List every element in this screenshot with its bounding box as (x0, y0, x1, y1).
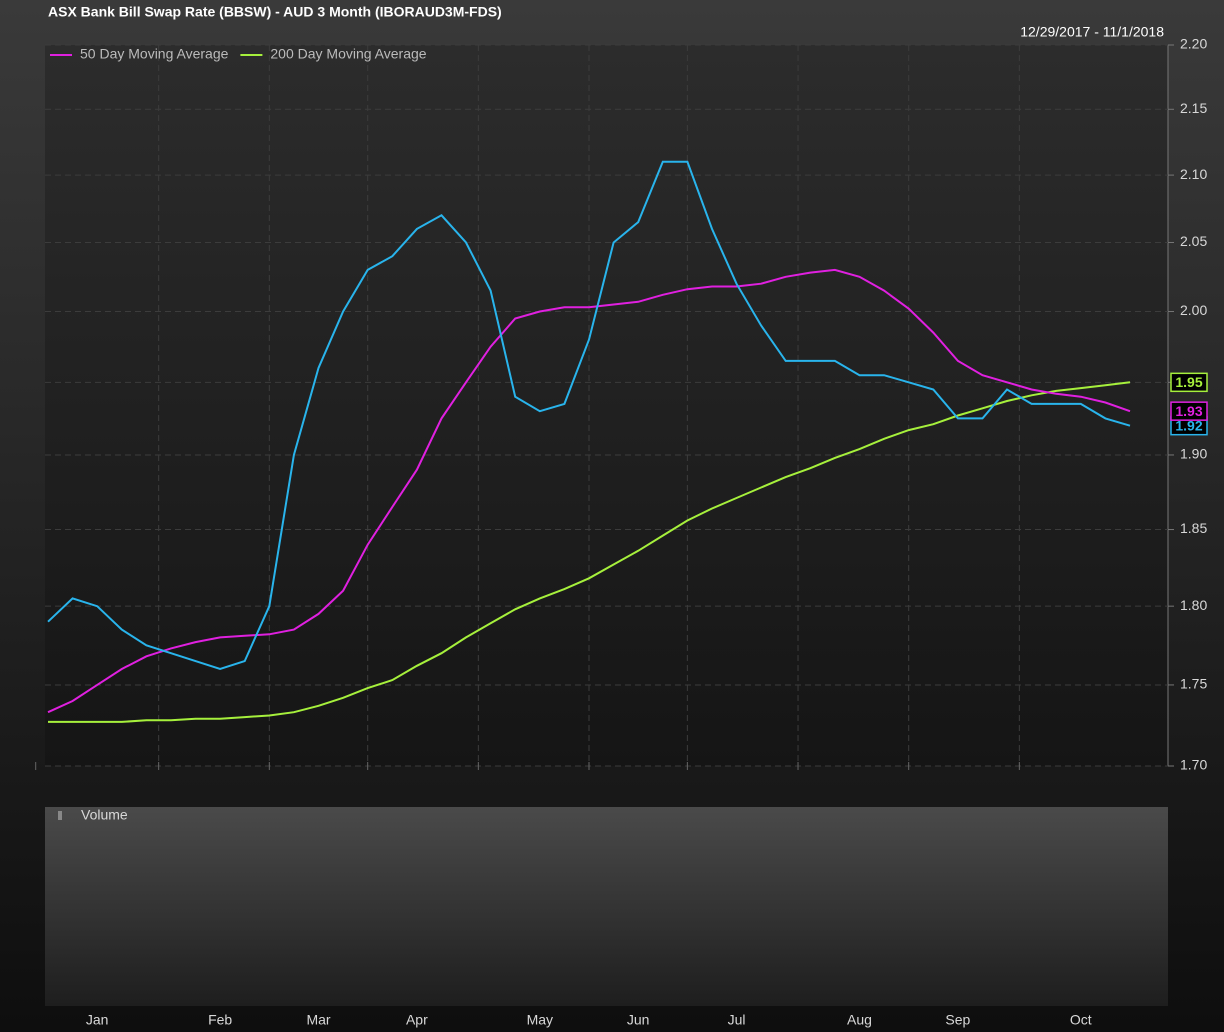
series-line (47, 160, 1131, 671)
y-tick-label: 1.80 (1180, 597, 1207, 613)
y-tick-label: 1.90 (1180, 446, 1207, 462)
volume-panel (45, 807, 1168, 1006)
series-line (48, 381, 1131, 723)
x-tick-label: Jun (627, 1012, 650, 1028)
volume-icon (58, 811, 62, 820)
y-tick-label: 2.05 (1180, 233, 1207, 249)
series-line (47, 268, 1131, 714)
x-tick-label: Jul (728, 1012, 746, 1028)
plot-area (45, 45, 1168, 766)
last-value-label: 1.93 (1175, 403, 1202, 419)
y-tick-label: 2.10 (1180, 166, 1207, 182)
x-tick-label: Oct (1070, 1012, 1092, 1028)
x-tick-label: Sep (945, 1012, 970, 1028)
last-value-label: 1.92 (1175, 417, 1202, 433)
chart-title: ASX Bank Bill Swap Rate (BBSW) - AUD 3 M… (48, 4, 502, 20)
last-value-box (1170, 372, 1208, 393)
x-tick-label: Apr (406, 1012, 428, 1028)
y-tick-label: 1.70 (1180, 757, 1207, 773)
y-tick-label: 1.85 (1180, 520, 1207, 536)
x-tick-label: Feb (208, 1012, 232, 1028)
y-tick-label: 2.00 (1180, 302, 1207, 318)
y-tick-label: 2.20 (1180, 36, 1207, 52)
last-value-box (1170, 401, 1208, 421)
legend-label: 50 Day Moving Average (80, 46, 229, 62)
y-tick-label: 1.75 (1180, 676, 1207, 692)
date-range: 12/29/2017 - 11/1/2018 (1020, 24, 1164, 40)
x-tick-label: Jan (86, 1012, 109, 1028)
volume-label: Volume (81, 807, 128, 823)
legend-label: 200 Day Moving Average (270, 46, 426, 62)
x-tick-label: Aug (847, 1012, 872, 1028)
x-tick-label: Mar (306, 1012, 330, 1028)
last-value-label: 1.95 (1175, 374, 1202, 390)
y-tick-label: 2.15 (1180, 100, 1207, 116)
x-tick-label: May (527, 1012, 553, 1028)
